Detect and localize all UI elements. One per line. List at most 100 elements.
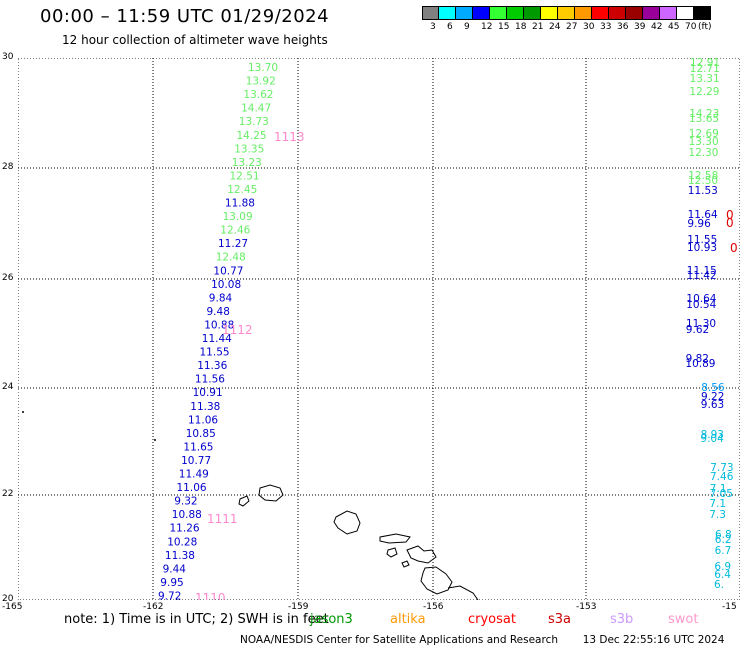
page-title: 00:00 – 11:59 UTC 01/29/2024	[40, 6, 330, 27]
wave-height-value: 9.44	[163, 563, 187, 575]
x-axis-label: -165	[2, 602, 23, 612]
page-subtitle: 12 hour collection of altimeter wave hei…	[62, 33, 328, 47]
colorbar-swatch	[439, 6, 456, 20]
wave-height-value: 11.27	[218, 238, 248, 250]
satellite-legend-item: jason3	[310, 612, 353, 627]
wave-height-value: 6.9	[714, 561, 731, 573]
colorbar-label: 21	[532, 22, 544, 32]
units-note: note: 1) Time is in UTC; 2) SWH is in fe…	[64, 612, 329, 627]
wave-height-value: 11.15	[687, 265, 717, 277]
x-axis-label: -156	[423, 602, 444, 612]
wave-height-value: 12.91	[690, 58, 720, 69]
colorbar-label: 6	[447, 22, 453, 32]
wave-height-value: 9.82	[686, 353, 709, 365]
footer-timestamp: 13 Dec 22:55:16 UTC 2024	[582, 634, 725, 646]
y-axis-label: 28	[2, 162, 14, 172]
wave-height-value: 13.92	[246, 76, 276, 88]
y-axis-label: 26	[2, 273, 14, 283]
wave-height-value: 12.71	[690, 63, 720, 75]
wave-height-value: 11.30	[686, 318, 716, 330]
wave-height-value: 10.54	[686, 299, 716, 311]
wave-height-value: 9.72	[158, 591, 181, 601]
colorbar-label: 36	[617, 22, 629, 32]
colorbar-swatch	[677, 6, 694, 20]
island-kahoolawe	[401, 560, 410, 568]
island-maui	[406, 545, 437, 564]
wave-height-value: 13.23	[232, 157, 262, 169]
grid-lines	[18, 58, 740, 600]
x-axis-label: -15	[722, 602, 737, 612]
colorbar-swatch	[473, 6, 490, 20]
colorbar-label: 42	[651, 22, 663, 32]
time-tags: 1113 1112 1111 1110	[195, 130, 305, 600]
colorbar-label: 45	[668, 22, 680, 32]
wave-height-value: 11.53	[688, 185, 718, 197]
y-axis-label: 22	[2, 489, 14, 499]
wave-height-value: 11.49	[179, 469, 209, 481]
wave-height-value: 11.38	[165, 550, 195, 562]
satellite-legend-item: altika	[390, 612, 426, 627]
colorbar-label: 27	[566, 22, 578, 32]
wave-height-value: 7.73	[710, 462, 733, 474]
wave-height-value: 6.	[714, 579, 724, 591]
wave-height-value: 12.30	[688, 147, 718, 159]
wave-height-value: 12.58	[688, 170, 718, 182]
map-frame	[18, 58, 740, 600]
y-axis-label: 20	[2, 594, 14, 604]
wave-height-value: 11.06	[177, 482, 207, 494]
island-molokai	[379, 533, 411, 544]
wave-height-value: 7.1	[710, 483, 727, 495]
wave-height-value: 12.46	[220, 225, 250, 237]
wave-height-value: 6.8	[715, 529, 732, 541]
y-axis-label: 30	[2, 52, 14, 62]
island-kauai	[258, 484, 284, 502]
colorbar-label: 33	[600, 22, 612, 32]
time-tag: 1110	[195, 591, 226, 600]
colorbar-swatch	[541, 6, 558, 20]
wave-height-value: 11.42	[687, 270, 717, 282]
colorbar-swatch	[558, 6, 575, 20]
wave-height-value: 11.36	[197, 360, 227, 372]
island-lanai	[386, 547, 398, 558]
red-marks: 000	[726, 208, 738, 255]
wave-height-value: 10.77	[213, 265, 243, 277]
wave-height-value: 10.64	[686, 293, 716, 305]
wave-height-colorbar	[422, 6, 711, 20]
wave-height-value: 8.93	[701, 429, 724, 441]
time-tag: 1113	[274, 130, 305, 144]
wave-height-value: 11.64	[688, 209, 718, 221]
satellite-legend-item: cryosat	[468, 612, 516, 627]
wave-height-value: 13.62	[243, 89, 273, 101]
hawaiian-islands	[22, 411, 479, 600]
wave-height-value: 11.55	[200, 347, 230, 359]
colorbar-label: 12	[481, 22, 493, 32]
island-dot-1	[22, 411, 24, 413]
wave-height-value: 9.48	[207, 306, 230, 318]
wave-height-value: 10.88	[172, 509, 202, 521]
colorbar-swatch	[507, 6, 524, 20]
x-axis-label: -162	[143, 602, 164, 612]
red-mark: 0	[726, 208, 734, 222]
wave-height-value: 13.31	[690, 73, 720, 85]
colorbar-swatch	[592, 6, 609, 20]
wave-height-value: 9.32	[174, 496, 197, 508]
wave-height-value: 9.22	[701, 391, 724, 403]
colorbar-label: 39	[634, 22, 646, 32]
wave-height-value: 12.29	[689, 86, 719, 98]
colorbar-swatch	[660, 6, 677, 20]
island-oahu	[333, 510, 361, 535]
wave-height-value: 11.65	[183, 441, 213, 453]
wave-height-value: 11.88	[225, 198, 255, 210]
wave-height-value: 13.73	[239, 116, 269, 128]
wave-height-value: 12.45	[227, 184, 257, 196]
colorbar-swatch	[524, 6, 541, 20]
wave-height-value: 10.88	[204, 319, 234, 331]
wave-height-value: 7.05	[710, 488, 733, 500]
colorbar-label: 15	[498, 22, 510, 32]
wave-height-value: 9.04	[700, 433, 724, 445]
wave-height-value: 9.62	[686, 324, 709, 336]
colorbar-swatch	[609, 6, 626, 20]
